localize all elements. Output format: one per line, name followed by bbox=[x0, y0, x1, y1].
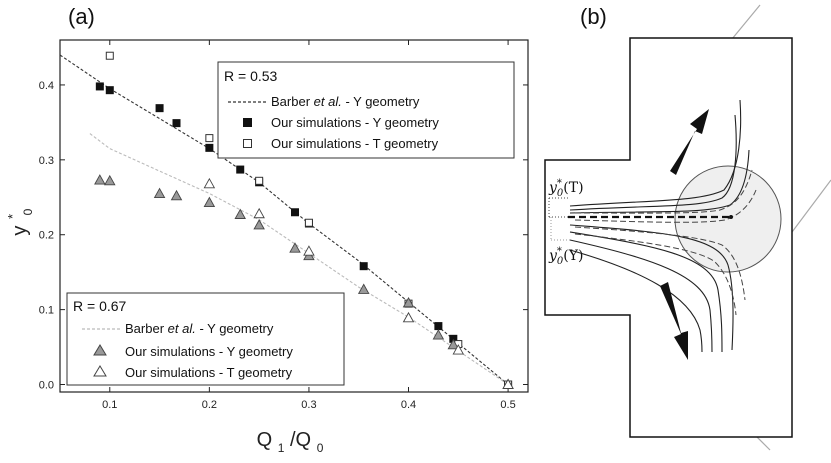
y-tick-label: 0.1 bbox=[39, 305, 54, 317]
point-triangle-filled bbox=[253, 219, 265, 230]
legend-r053-title: R = 0.53 bbox=[224, 68, 278, 84]
legend-r067-entry-2: Our simulations - Y geometry bbox=[125, 344, 293, 359]
x-tick-label: 0.2 bbox=[202, 399, 217, 411]
point-square-open bbox=[105, 51, 114, 60]
point-triangle-filled bbox=[170, 189, 183, 201]
plot-frame bbox=[59, 39, 529, 393]
panel-a-label: (a) bbox=[68, 4, 95, 29]
legend-r053-entry-3: Our simulations - T geometry bbox=[271, 136, 439, 151]
point-triangle-filled bbox=[94, 174, 106, 185]
x-axis-title-sep: /Q bbox=[290, 429, 311, 451]
legend-r067-entry-1: Barber et al. - Y geometry bbox=[125, 321, 274, 336]
y-tick-label: 0.2 bbox=[39, 230, 54, 242]
arrow-down-icon bbox=[660, 282, 688, 360]
panel-b-label: (b) bbox=[580, 4, 607, 29]
point-triangle-open bbox=[452, 344, 465, 355]
point-square-open bbox=[255, 176, 264, 185]
point-square-filled bbox=[95, 82, 104, 91]
y-axis-title-sup: * bbox=[5, 214, 20, 219]
point-triangle-filled bbox=[447, 338, 460, 350]
arrow-up-icon bbox=[670, 109, 709, 175]
point-square-filled bbox=[290, 208, 299, 217]
x-tick-label: 0.3 bbox=[301, 399, 316, 411]
point-square-filled bbox=[105, 86, 114, 95]
point-triangle-filled bbox=[234, 208, 246, 219]
point-triangle-filled bbox=[402, 296, 415, 308]
point-square-open bbox=[304, 218, 313, 227]
legend-r053-open-square bbox=[243, 139, 252, 148]
point-triangle-filled bbox=[104, 174, 116, 186]
x-tick-label: 0.4 bbox=[401, 399, 416, 411]
x-tick-label: 0.5 bbox=[500, 399, 515, 411]
legend-r053: R = 0.53 Barber et al. - Y geometry Our … bbox=[217, 61, 515, 159]
legend-r067-open-triangle bbox=[93, 365, 107, 377]
y-axis-title-sub: 0 bbox=[21, 208, 35, 215]
point-triangle-filled bbox=[432, 329, 445, 340]
point-square-filled bbox=[205, 143, 214, 152]
channel-diagram bbox=[544, 4, 831, 451]
x-axis-title: Q 1 /Q 0 bbox=[257, 429, 324, 457]
legend-r053-entry-1: Barber et al. - Y geometry bbox=[271, 94, 420, 109]
axis-ticks: 0.1 0.2 0.3 0.4 0.5 0.0 0.1 0.2 0.3 0.4 bbox=[39, 40, 528, 411]
legend-r053-entry-2: Our simulations - Y geometry bbox=[271, 115, 439, 130]
point-triangle-filled bbox=[289, 242, 301, 253]
y-axis-title-main: y bbox=[9, 226, 31, 236]
point-square-filled bbox=[434, 322, 443, 331]
y-tick-label: 0.0 bbox=[39, 380, 54, 392]
y-tick-label: 0.3 bbox=[39, 155, 54, 167]
point-square-filled bbox=[172, 119, 181, 128]
x-tick-label: 0.1 bbox=[102, 399, 117, 411]
point-square-filled bbox=[236, 165, 245, 174]
point-square-filled bbox=[449, 334, 458, 343]
legend-r067-title: R = 0.67 bbox=[73, 298, 127, 314]
point-triangle-open bbox=[253, 207, 265, 219]
y0-t-label: y* 0(T) bbox=[548, 178, 584, 199]
series-line-dash-dark bbox=[59, 54, 509, 385]
series-line-dash-light bbox=[89, 133, 509, 385]
point-triangle-filled bbox=[153, 187, 166, 198]
point-triangle-open bbox=[402, 311, 415, 323]
point-triangle-open bbox=[303, 245, 315, 256]
data-markers bbox=[94, 51, 514, 389]
legend-r067: R = 0.67 Barber et al. - Y geometry Our … bbox=[66, 292, 345, 386]
point-square-filled bbox=[155, 104, 164, 113]
x-axis-title-main: Q bbox=[257, 429, 273, 451]
point-square-open bbox=[205, 134, 214, 143]
svg-text:y * 0: y * 0 bbox=[0, 208, 35, 235]
point-triangle-open bbox=[203, 177, 216, 189]
y-tick-label: 0.4 bbox=[39, 80, 54, 92]
point-triangle-filled bbox=[357, 283, 370, 294]
x-axis-title-sub2: 0 bbox=[317, 441, 324, 455]
point-triangle-filled bbox=[203, 196, 216, 207]
point-triangle-open bbox=[502, 378, 514, 389]
legend-r067-entry-3: Our simulations - T geometry bbox=[125, 365, 293, 380]
legend-r067-filled-triangle bbox=[93, 344, 107, 356]
y0-y-label: y* 0(Y) bbox=[548, 246, 583, 267]
point-square-filled bbox=[359, 262, 368, 271]
y-axis-title: y * 0 bbox=[0, 208, 35, 235]
x-axis-title-sub: 1 bbox=[278, 441, 285, 455]
legend-r053-filled-square bbox=[243, 118, 252, 127]
series-lines bbox=[59, 54, 509, 385]
